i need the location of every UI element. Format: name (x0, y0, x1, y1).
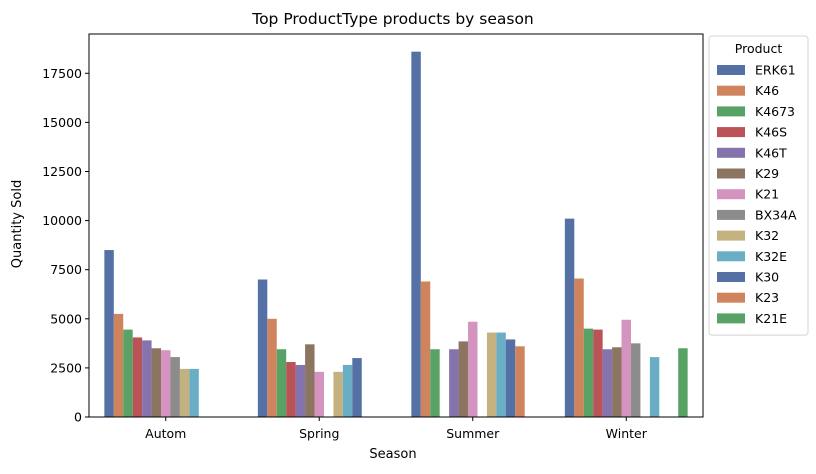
bar-k4673-winter (583, 328, 594, 417)
bar-k46t-spring (295, 364, 306, 417)
legend-swatch-k4673 (717, 106, 745, 117)
bar-k29-winter (612, 347, 622, 417)
bars-layer (104, 51, 688, 418)
legend-label-k23: K23 (755, 290, 779, 305)
legend-swatch-k23 (717, 292, 745, 303)
bar-k46-autom (113, 313, 124, 417)
bar-k46s-autom (132, 337, 143, 417)
legend-label-k32e: K32E (755, 249, 787, 264)
x-tick-label: Autom (145, 426, 186, 441)
legend-label-k21e: K21E (755, 311, 787, 326)
legend-swatch-k21 (717, 189, 745, 200)
legend-swatch-k46t (717, 147, 745, 158)
legend-swatch-k32 (717, 230, 745, 241)
axes-layer: 0 2500 5000 7500 10000 12500 15000 17500 Autom Sp… (42, 33, 704, 441)
bar-k21-spring (314, 371, 324, 417)
legend-swatch-k29 (717, 168, 745, 179)
bar-k46t-summer (449, 349, 459, 417)
bar-k32e-summer (496, 332, 506, 417)
legend-swatch-k46 (717, 85, 745, 96)
legend-swatch-k32e (717, 251, 745, 262)
bar-bx34a-autom (170, 357, 180, 417)
bar-k46-winter (574, 278, 584, 417)
legend-label-k21: K21 (755, 187, 779, 202)
bar-bx34a-winter (630, 343, 641, 417)
plot-frame (88, 33, 704, 418)
legend-label-k32: K32 (755, 228, 779, 243)
legend-label-k29: K29 (755, 166, 779, 181)
bar-k4673-summer (430, 349, 440, 417)
bar-k21e-winter (678, 348, 688, 417)
bar-k46s-winter (593, 329, 603, 417)
bar-k4673-autom (123, 329, 133, 417)
legend-label-k30: K30 (755, 270, 779, 285)
bar-k32-summer (486, 332, 497, 417)
bar-k46s-spring (286, 362, 296, 417)
bar-k30-summer (505, 339, 516, 417)
bar-k46t-autom (142, 340, 152, 417)
bar-k32e-autom (189, 368, 199, 417)
bar-k46-summer (420, 281, 431, 417)
bar-k23-summer (515, 346, 525, 417)
bar-erk61-spring (257, 279, 268, 417)
legend: Product ERK61 K46 K4673 K46S K46T K29 K21 BX34A K… (708, 35, 809, 336)
bar-k21-autom (161, 350, 171, 417)
x-tick-label: Winter (606, 426, 648, 441)
x-axis-label: Season (369, 447, 416, 462)
bar-k29-autom (151, 348, 162, 417)
bar-k30-spring (352, 358, 362, 417)
bar-k32e-winter (649, 357, 660, 417)
bar-k46t-winter (602, 349, 613, 417)
x-tick-label: Summer (446, 426, 500, 441)
legend-label-erk61: ERK61 (755, 63, 796, 78)
y-tick-label: 15000 (42, 115, 82, 130)
bar-k21-summer (468, 321, 478, 417)
bar-erk61-summer (411, 51, 421, 418)
bar-erk61-autom (104, 250, 114, 417)
bar-erk61-winter (564, 218, 575, 417)
bar-k21-winter (621, 319, 631, 417)
chart-title: Top ProductType products by season (251, 10, 534, 28)
y-tick-label: 2500 (50, 360, 82, 375)
y-axis-label: Quantity Sold (10, 180, 25, 268)
bar-k32-autom (179, 368, 190, 417)
legend-label-k46t: K46T (755, 145, 787, 160)
legend-swatch-k46s (717, 127, 745, 138)
x-tick-label: Spring (299, 426, 339, 441)
bar-k29-summer (458, 341, 469, 417)
legend-swatch-erk61 (717, 65, 745, 75)
bar-k32-spring (333, 371, 343, 417)
legend-swatch-k21e (717, 313, 745, 324)
bar-k46-spring (267, 318, 277, 417)
legend-swatch-k30 (717, 272, 745, 282)
y-tick-label: 17500 (42, 66, 82, 81)
legend-label-k4673: K4673 (755, 104, 795, 119)
legend-label-bx34a: BX34A (755, 207, 797, 222)
y-tick-label: 7500 (50, 262, 82, 277)
y-tick-label: 10000 (42, 213, 82, 228)
bar-k29-spring (305, 344, 315, 417)
legend-label-k46s: K46S (755, 125, 787, 140)
y-tick-label: 12500 (42, 164, 82, 179)
legend-swatch-bx34a (717, 209, 745, 220)
bar-k4673-spring (276, 349, 287, 417)
bar-k32e-spring (342, 364, 353, 417)
y-tick-label: 5000 (50, 311, 82, 326)
y-tick-label: 0 (74, 410, 82, 425)
legend-label-k46: K46 (755, 83, 779, 98)
legend-title: Product (735, 41, 783, 56)
